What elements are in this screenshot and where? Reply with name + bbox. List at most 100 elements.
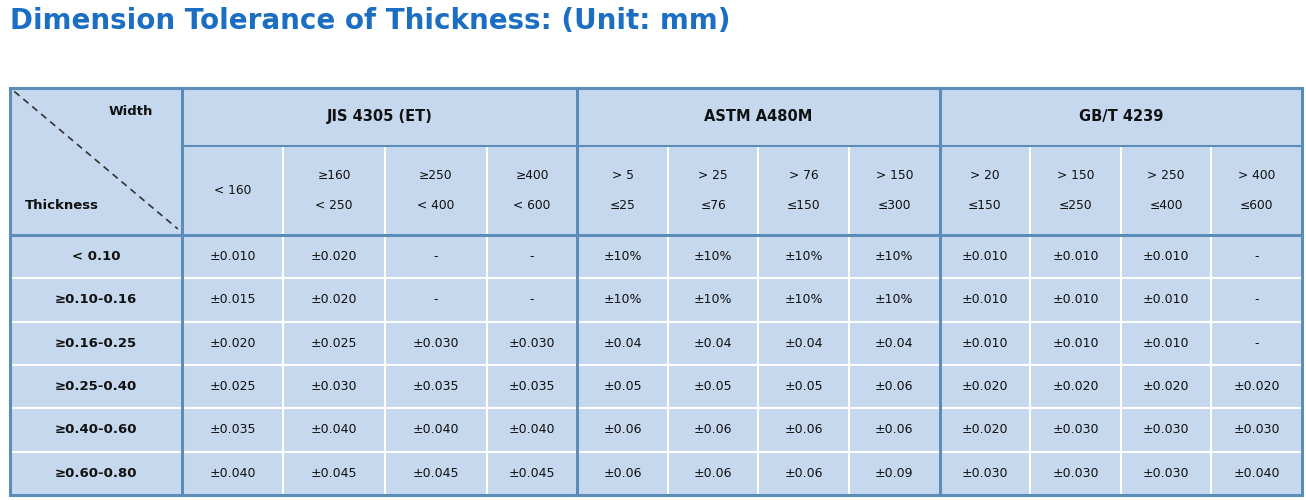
Bar	[940, 452, 1030, 495]
Text: ≥250

< 400: ≥250 < 400	[417, 169, 454, 212]
Text: ±0.030: ±0.030	[961, 467, 1008, 480]
Bar	[182, 235, 283, 278]
Bar	[759, 365, 849, 408]
Text: ±0.040: ±0.040	[311, 424, 358, 436]
Bar	[283, 146, 385, 235]
Bar	[10, 88, 182, 235]
Text: ±0.020: ±0.020	[311, 294, 358, 306]
Text: ±0.030: ±0.030	[413, 337, 460, 350]
Text: ±10%: ±10%	[603, 294, 641, 306]
Text: > 150

≤300: > 150 ≤300	[875, 169, 913, 212]
Bar	[385, 322, 487, 365]
Bar	[759, 322, 849, 365]
Bar	[1030, 322, 1121, 365]
Bar	[1121, 452, 1212, 495]
Bar	[577, 235, 667, 278]
Bar	[487, 408, 577, 452]
Text: -: -	[530, 250, 534, 263]
Bar	[10, 322, 182, 365]
Bar	[667, 235, 759, 278]
Text: ±0.06: ±0.06	[785, 467, 823, 480]
Bar	[940, 88, 1302, 146]
Text: > 5

≤25: > 5 ≤25	[610, 169, 636, 212]
Text: > 150

≤250: > 150 ≤250	[1057, 169, 1094, 212]
Text: ±0.030: ±0.030	[1143, 424, 1190, 436]
Bar	[849, 322, 940, 365]
Text: ±0.020: ±0.020	[311, 250, 358, 263]
Bar	[1030, 235, 1121, 278]
Text: ±0.030: ±0.030	[509, 337, 555, 350]
Text: ±10%: ±10%	[693, 294, 733, 306]
Text: ±0.010: ±0.010	[1053, 250, 1098, 263]
Text: ±0.010: ±0.010	[961, 337, 1008, 350]
Text: ±0.020: ±0.020	[1143, 380, 1190, 393]
Bar	[182, 322, 283, 365]
Bar	[1030, 408, 1121, 452]
Text: > 20

≤150: > 20 ≤150	[968, 169, 1002, 212]
Bar	[1212, 322, 1302, 365]
Text: ±0.010: ±0.010	[1143, 337, 1190, 350]
Bar	[385, 408, 487, 452]
Bar	[283, 452, 385, 495]
Bar	[283, 408, 385, 452]
Bar	[1030, 146, 1121, 235]
Text: JIS 4305 (ET): JIS 4305 (ET)	[326, 110, 432, 124]
Text: ±0.06: ±0.06	[875, 424, 914, 436]
Text: ±0.020: ±0.020	[961, 380, 1008, 393]
Text: -: -	[434, 294, 438, 306]
Text: ±0.020: ±0.020	[961, 424, 1008, 436]
Bar	[1121, 365, 1212, 408]
Text: Thickness: Thickness	[25, 199, 99, 212]
Bar	[577, 322, 667, 365]
Bar	[10, 408, 182, 452]
Bar	[1121, 278, 1212, 322]
Bar	[10, 235, 182, 278]
Bar	[182, 408, 283, 452]
Bar	[385, 365, 487, 408]
Bar	[849, 408, 940, 452]
Text: ±0.030: ±0.030	[1143, 467, 1190, 480]
Bar	[577, 408, 667, 452]
Bar	[1212, 408, 1302, 452]
Text: ≥0.60-0.80: ≥0.60-0.80	[55, 467, 137, 480]
Text: ±0.040: ±0.040	[209, 467, 256, 480]
Bar	[487, 278, 577, 322]
Bar	[1030, 452, 1121, 495]
Bar	[182, 146, 283, 235]
Bar	[940, 322, 1030, 365]
Bar	[1030, 278, 1121, 322]
Bar	[1212, 452, 1302, 495]
Text: Dimension Tolerance of Thickness: (Unit: mm): Dimension Tolerance of Thickness: (Unit:…	[10, 8, 731, 36]
Text: ±0.010: ±0.010	[209, 250, 256, 263]
Bar	[182, 88, 577, 146]
Bar	[940, 235, 1030, 278]
Text: ±0.010: ±0.010	[1143, 294, 1190, 306]
Text: ±0.040: ±0.040	[1234, 467, 1280, 480]
Bar	[182, 452, 283, 495]
Text: ±0.05: ±0.05	[785, 380, 823, 393]
Text: -: -	[1255, 337, 1259, 350]
Bar	[940, 408, 1030, 452]
Bar	[849, 365, 940, 408]
Bar	[10, 88, 1302, 495]
Text: -: -	[530, 294, 534, 306]
Text: ±0.030: ±0.030	[1234, 424, 1280, 436]
Bar	[487, 365, 577, 408]
Bar	[283, 278, 385, 322]
Text: ±0.035: ±0.035	[413, 380, 460, 393]
Bar	[1121, 146, 1212, 235]
Text: -: -	[434, 250, 438, 263]
Text: < 0.10: < 0.10	[72, 250, 120, 263]
Text: ±0.06: ±0.06	[693, 424, 733, 436]
Text: ±0.020: ±0.020	[209, 337, 256, 350]
Text: ±0.030: ±0.030	[1053, 467, 1098, 480]
Bar	[667, 322, 759, 365]
Bar	[1121, 235, 1212, 278]
Bar	[577, 452, 667, 495]
Text: ±0.020: ±0.020	[1234, 380, 1280, 393]
Bar	[667, 365, 759, 408]
Text: ±0.05: ±0.05	[693, 380, 733, 393]
Bar	[487, 322, 577, 365]
Text: ±10%: ±10%	[875, 250, 914, 263]
Text: GB/T 4239: GB/T 4239	[1079, 110, 1164, 124]
